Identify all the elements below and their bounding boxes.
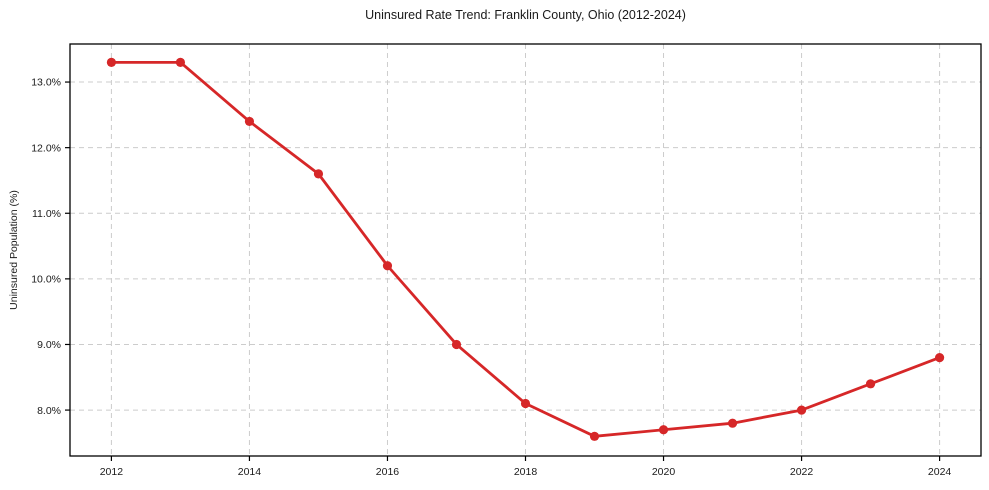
y-tick-label: 9.0%: [37, 339, 61, 351]
y-tick-label: 10.0%: [31, 274, 61, 286]
x-tick-label: 2016: [376, 466, 400, 478]
data-point: [658, 425, 669, 435]
y-tick-label: 13.0%: [31, 77, 61, 89]
y-tick-label: 12.0%: [31, 142, 61, 154]
data-point: [796, 405, 807, 415]
data-point: [313, 169, 324, 179]
chart-title: Uninsured Rate Trend: Franklin County, O…: [365, 8, 686, 22]
data-point: [451, 339, 462, 350]
data-point: [520, 398, 531, 409]
x-tick-label: 2012: [100, 466, 124, 478]
data-point: [934, 352, 945, 363]
data-point: [727, 418, 738, 428]
y-tick-label: 11.0%: [32, 208, 61, 220]
x-tick-label: 2024: [928, 466, 952, 478]
data-point: [865, 379, 876, 389]
data-point: [382, 261, 393, 271]
x-tick-label: 2018: [514, 466, 538, 478]
data-point: [106, 57, 117, 67]
x-tick-label: 2014: [238, 466, 262, 478]
x-tick-label: 2020: [652, 466, 676, 478]
data-point: [244, 116, 255, 127]
y-tick-label: 8.0%: [37, 405, 61, 417]
data-point: [175, 57, 186, 67]
x-tick-label: 2022: [790, 466, 814, 478]
data-point: [589, 431, 600, 441]
